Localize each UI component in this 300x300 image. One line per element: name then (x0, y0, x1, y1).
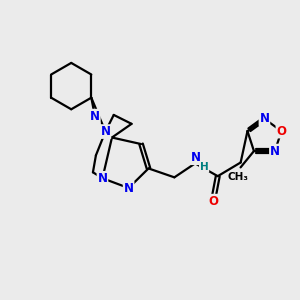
Text: N: N (270, 145, 280, 158)
Text: O: O (208, 195, 218, 208)
Text: N: N (260, 112, 269, 125)
Text: O: O (276, 124, 286, 138)
Text: N: N (100, 125, 110, 138)
Text: N: N (98, 172, 107, 185)
Text: N: N (90, 110, 100, 123)
Text: CH₃: CH₃ (228, 172, 249, 182)
Text: H: H (200, 162, 208, 172)
Text: N: N (124, 182, 134, 194)
Text: N: N (191, 151, 201, 164)
